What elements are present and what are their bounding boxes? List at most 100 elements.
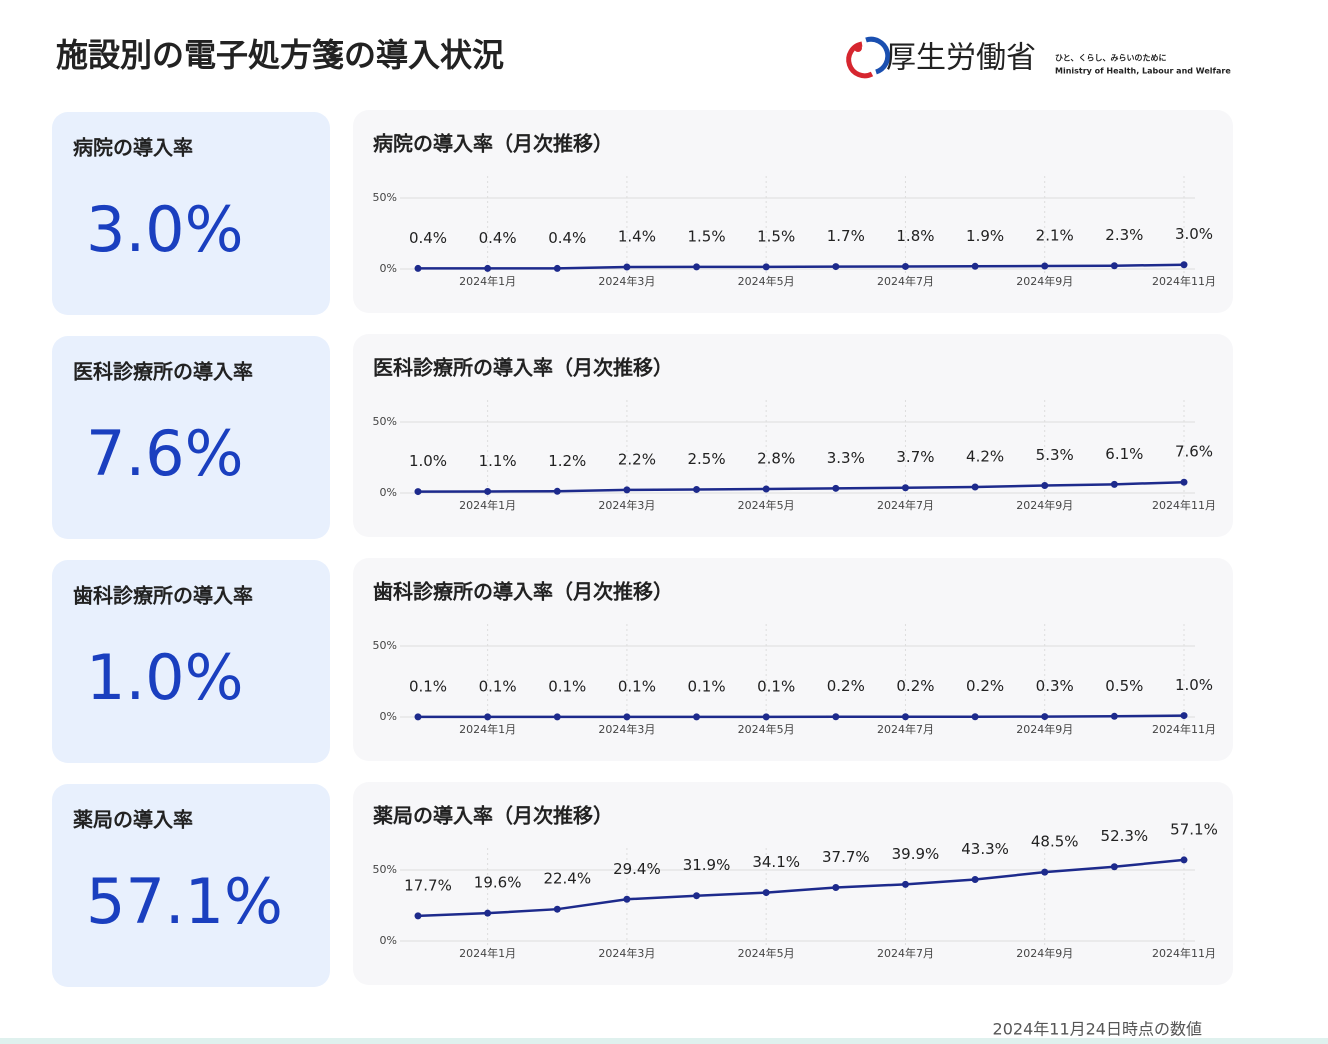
- point: [762, 889, 770, 897]
- x-tick-label: 2024年1月: [459, 274, 516, 288]
- data-label: 1.8%: [896, 227, 934, 245]
- data-label: 0.3%: [1036, 677, 1074, 695]
- point: [484, 713, 492, 721]
- point: [484, 909, 492, 917]
- data-label: 7.6%: [1175, 443, 1213, 461]
- x-tick-label: 2024年5月: [738, 722, 795, 736]
- x-tick-label: 2024年11月: [1152, 498, 1216, 512]
- point: [971, 483, 979, 491]
- data-label: 3.7%: [896, 448, 934, 466]
- point: [832, 263, 840, 271]
- point: [1180, 856, 1188, 864]
- x-tick-label: 2024年7月: [877, 946, 934, 960]
- chart-panel: [353, 110, 1233, 313]
- point: [693, 485, 701, 493]
- kpi-value: 1.0%: [86, 641, 244, 714]
- point: [553, 264, 561, 272]
- logo-dot: [854, 44, 862, 52]
- line: [417, 858, 1185, 918]
- point: [901, 484, 909, 492]
- point: [414, 264, 422, 272]
- data-label: 0.2%: [896, 677, 934, 695]
- point: [971, 713, 979, 721]
- point: [1041, 481, 1049, 489]
- point: [1110, 262, 1118, 270]
- point: [762, 485, 770, 493]
- line: [417, 480, 1185, 493]
- point: [1041, 262, 1049, 270]
- point: [623, 895, 631, 903]
- data-label: 1.0%: [409, 452, 447, 470]
- data-label: 19.6%: [474, 874, 522, 892]
- chart-title: 薬局の導入率（月次推移）: [373, 804, 613, 828]
- point: [901, 262, 909, 270]
- chart-title: 病院の導入率（月次推移）: [373, 132, 613, 156]
- kpi-card: [52, 784, 330, 987]
- line: [418, 714, 1185, 719]
- data-label: 17.7%: [404, 876, 452, 894]
- logo: [846, 36, 891, 79]
- x-tick-label: 2024年3月: [598, 274, 655, 288]
- kpi-value: 7.6%: [86, 417, 244, 490]
- point: [693, 263, 701, 271]
- data-label: 39.9%: [892, 845, 940, 863]
- point: [623, 713, 631, 721]
- data-label: 1.4%: [618, 228, 656, 246]
- x-tick-label: 2024年7月: [877, 274, 934, 288]
- data-label: 0.1%: [548, 677, 586, 695]
- point: [832, 713, 840, 721]
- point: [693, 713, 701, 721]
- data-label: 5.3%: [1036, 446, 1074, 464]
- x-tick-label: 2024年11月: [1152, 722, 1216, 736]
- data-label: 0.4%: [409, 229, 447, 247]
- point: [832, 484, 840, 492]
- kpi-card: [52, 560, 330, 763]
- x-tick-label: 2024年5月: [738, 498, 795, 512]
- chart-title: 歯科診療所の導入率（月次推移）: [373, 580, 673, 604]
- y-tick-label: 0%: [380, 934, 397, 947]
- logo-arc-blue: [865, 36, 891, 75]
- data-label: 1.1%: [479, 452, 517, 470]
- data-label: 37.7%: [822, 848, 870, 866]
- data-label: 34.1%: [752, 853, 800, 871]
- data-label: 2.3%: [1105, 226, 1143, 244]
- chart-title: 医科診療所の導入率（月次推移）: [373, 356, 673, 380]
- x-tick-label: 2024年9月: [1016, 722, 1073, 736]
- data-label: 2.8%: [757, 450, 795, 468]
- point: [1180, 261, 1188, 269]
- logo-name: 厚生労働省: [886, 41, 1036, 76]
- x-tick-label: 2024年11月: [1152, 946, 1216, 960]
- y-tick-label: 50%: [373, 415, 397, 428]
- data-label: 0.4%: [479, 229, 517, 247]
- point: [971, 876, 979, 884]
- x-tick-label: 2024年11月: [1152, 274, 1216, 288]
- point: [1110, 712, 1118, 720]
- point: [901, 880, 909, 888]
- point: [971, 262, 979, 270]
- data-label: 0.1%: [687, 677, 725, 695]
- logo-english: Ministry of Health, Labour and Welfare: [1055, 67, 1231, 76]
- data-label: 1.5%: [757, 227, 795, 245]
- data-label: 0.5%: [1105, 677, 1143, 695]
- y-tick-label: 0%: [380, 486, 397, 499]
- kpi-value: 3.0%: [86, 193, 244, 266]
- x-tick-label: 2024年9月: [1016, 498, 1073, 512]
- x-tick-label: 2024年1月: [459, 722, 516, 736]
- point: [832, 883, 840, 891]
- kpi-card: [52, 112, 330, 315]
- x-tick-label: 2024年3月: [598, 498, 655, 512]
- data-label: 3.3%: [827, 449, 865, 467]
- point: [553, 713, 561, 721]
- data-label: 2.1%: [1036, 227, 1074, 245]
- point: [414, 488, 422, 496]
- x-tick-label: 2024年5月: [738, 274, 795, 288]
- point: [1110, 480, 1118, 488]
- data-label: 31.9%: [683, 856, 731, 874]
- kpi-value: 57.1%: [86, 865, 283, 938]
- data-label: 1.2%: [548, 452, 586, 470]
- data-label: 2.5%: [687, 450, 725, 468]
- kpi-label: 医科診療所の導入率: [73, 360, 253, 384]
- data-label: 52.3%: [1101, 827, 1149, 845]
- data-label: 48.5%: [1031, 833, 1079, 851]
